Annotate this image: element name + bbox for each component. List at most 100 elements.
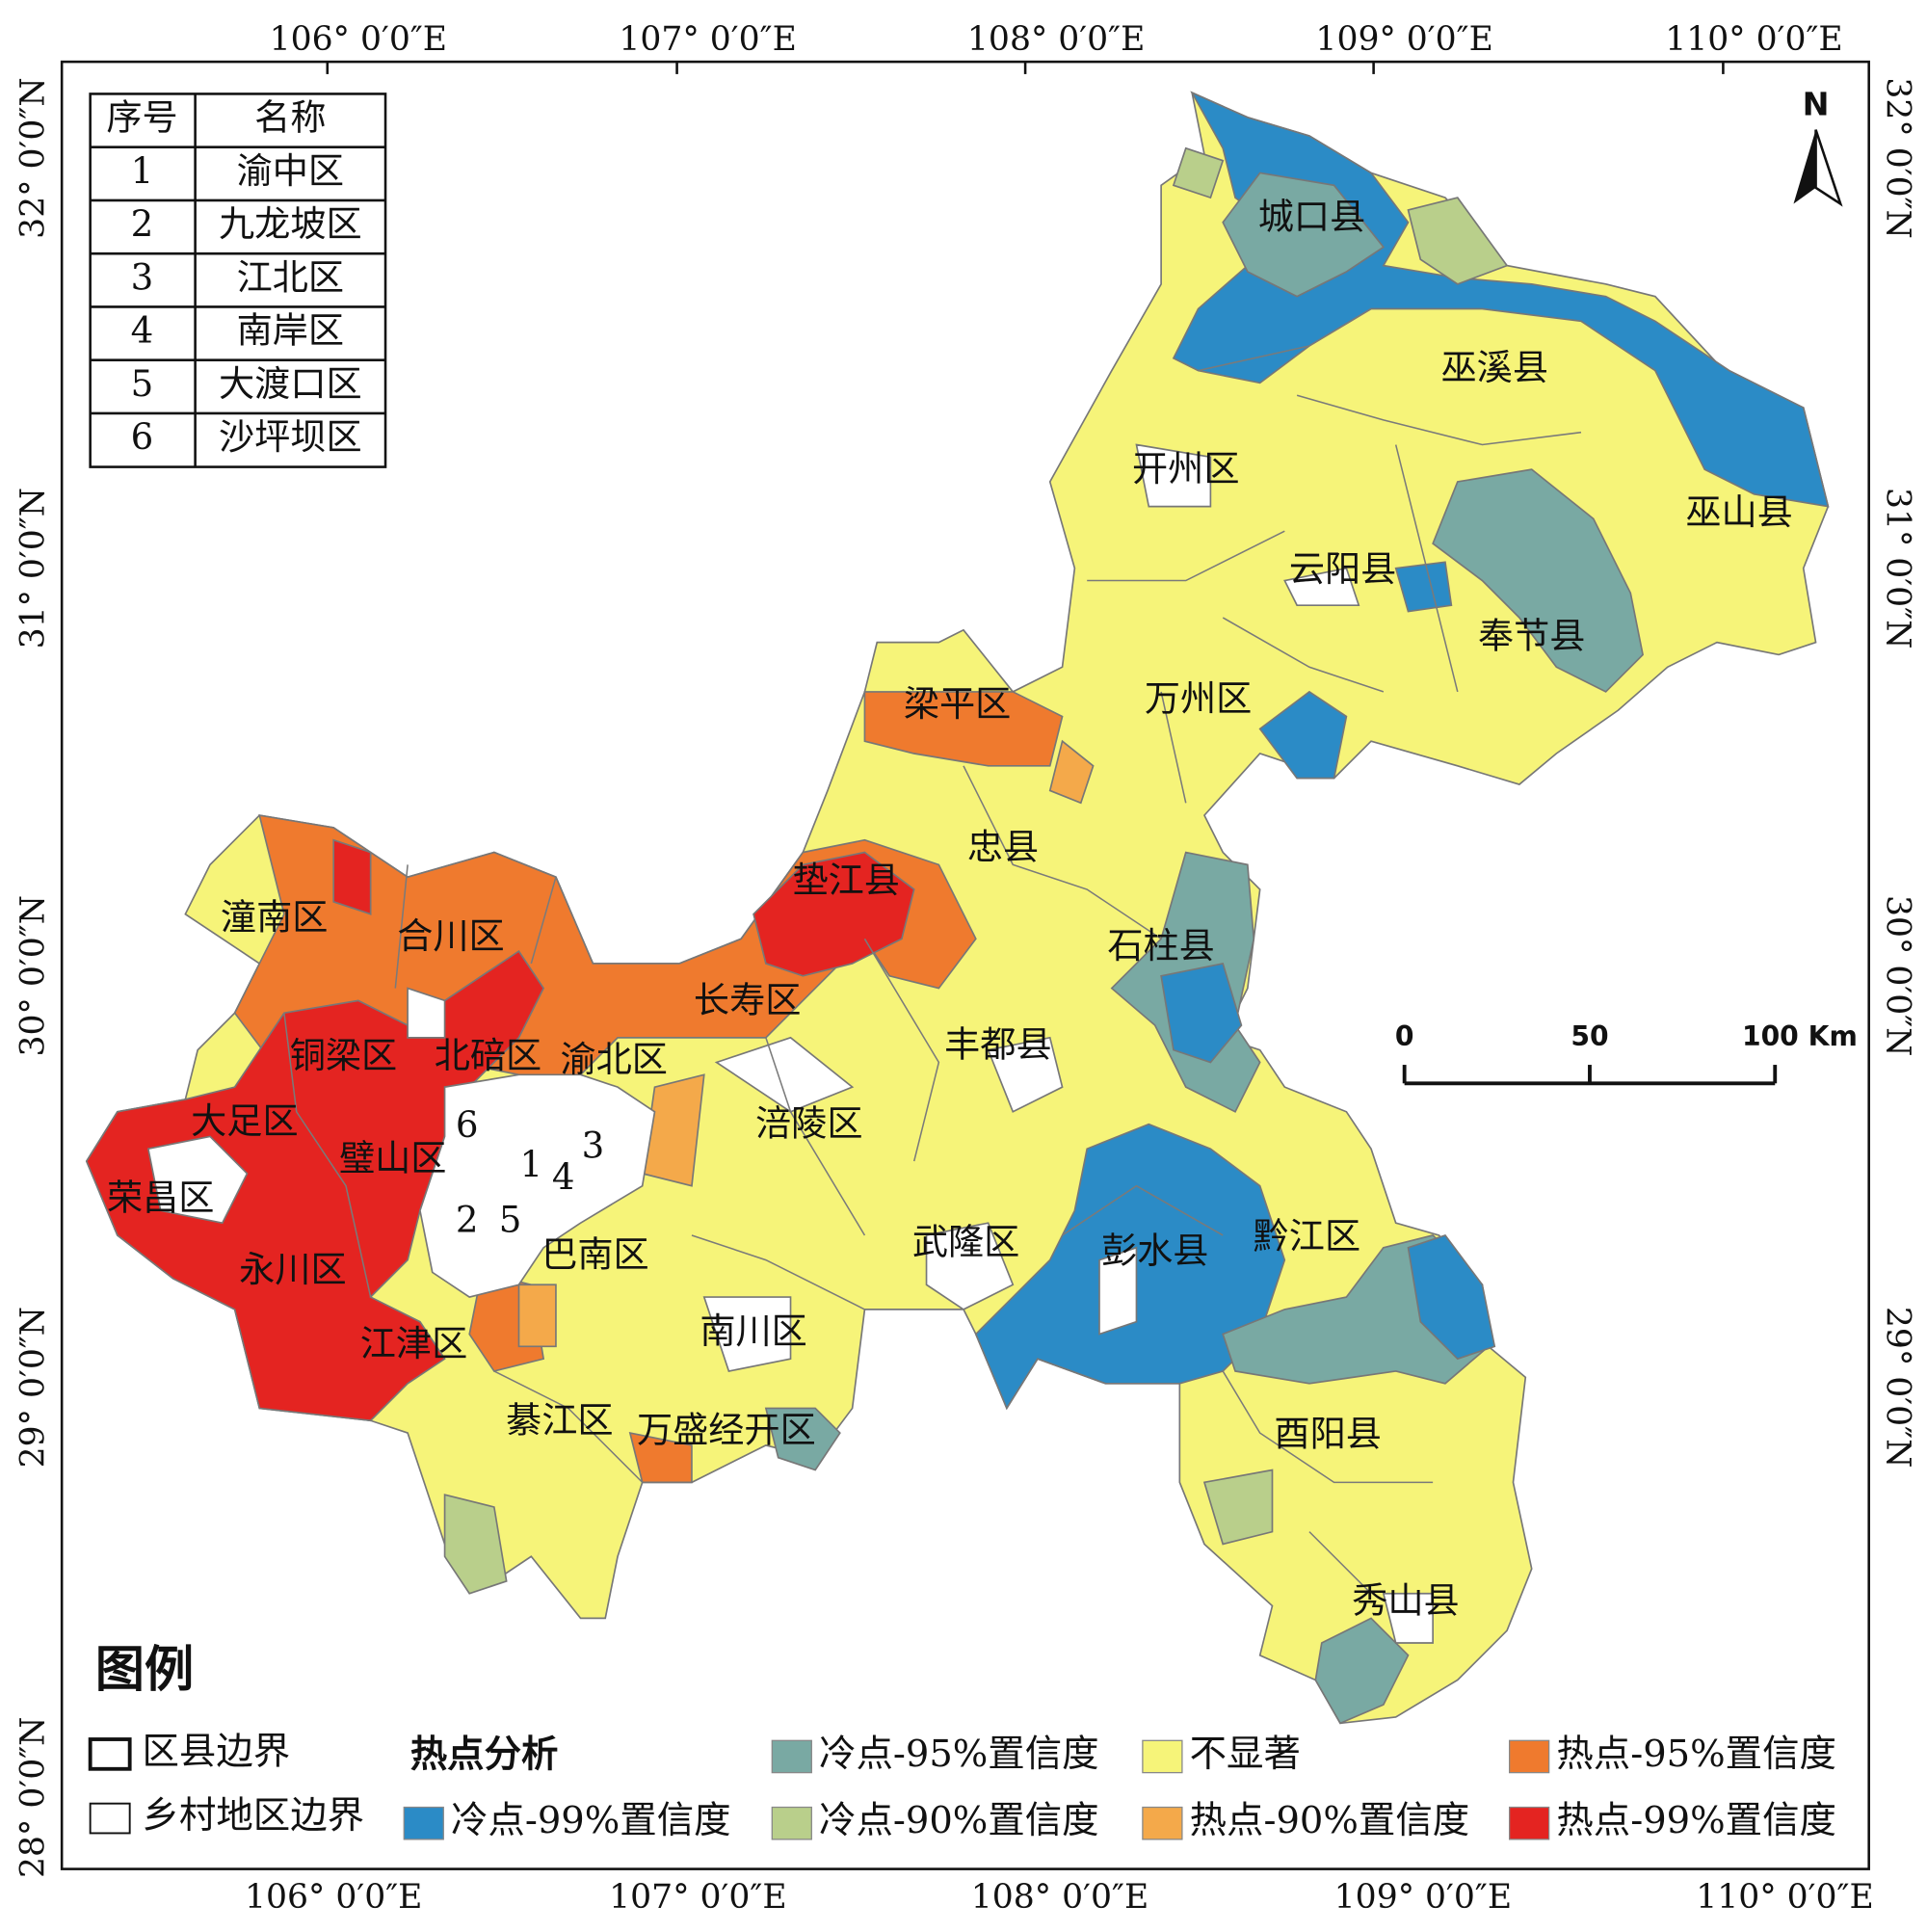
place-label: 荣昌区 (107, 1177, 214, 1219)
index-name: 南岸区 (237, 309, 344, 352)
latitude-label: 31° 0′0″N (1878, 488, 1916, 648)
place-label: 6 (456, 1103, 479, 1146)
place-label: 江津区 (360, 1322, 467, 1364)
place-label: 璧山区 (339, 1137, 446, 1179)
index-table (89, 93, 387, 468)
latitude-label: 30° 0′0″N (1878, 895, 1916, 1056)
index-number: 5 (131, 362, 154, 405)
legend-swatch (1508, 1806, 1550, 1840)
legend-swatch (771, 1806, 812, 1840)
longitude-label: 110° 0′0″E (1696, 1878, 1873, 1917)
place-label: 石柱县 (1107, 924, 1214, 966)
region-cold-90 (443, 146, 1509, 1595)
index-number: 6 (131, 415, 154, 458)
place-label: 开州区 (1132, 447, 1239, 490)
region-cold-99 (1160, 962, 1243, 1064)
latitude-label: 29° 0′0″N (1878, 1307, 1916, 1468)
legend-label: 热点-99%置信度 (1556, 1799, 1836, 1842)
analysis-title: 热点分析 (410, 1733, 559, 1776)
region-urban (146, 443, 1434, 1644)
boundary-swatch (88, 1737, 132, 1771)
place-label: 云阳县 (1289, 547, 1396, 590)
scale-label: 0 (1395, 1020, 1414, 1052)
longitude-label: 108° 0′0″E (967, 20, 1145, 59)
place-label: 铜梁区 (290, 1034, 397, 1076)
place-label: 巫山县 (1685, 490, 1792, 533)
index-header: 名称 (254, 96, 326, 139)
place-label: 忠县 (967, 825, 1039, 867)
latitude-label: 32° 0′0″N (13, 77, 52, 238)
place-label: 1 (519, 1143, 542, 1185)
scale-label: 100 Km (1742, 1020, 1858, 1052)
legend-swatch (1508, 1739, 1550, 1774)
map-frame (60, 60, 1870, 1870)
index-name: 九龙坡区 (219, 202, 362, 245)
longitude-label: 109° 0′0″E (1334, 1878, 1512, 1917)
legend-label: 热点-95%置信度 (1556, 1733, 1836, 1776)
scale-bar (1402, 1065, 1778, 1086)
place-label: 合川区 (397, 914, 504, 957)
place-label: 彭水县 (1101, 1230, 1208, 1272)
index-number: 1 (131, 149, 154, 192)
legend-label: 冷点-95%置信度 (819, 1733, 1099, 1776)
place-label: 大足区 (191, 1099, 298, 1142)
index-number: 2 (131, 202, 154, 245)
index-header: 序号 (106, 96, 177, 139)
longitude-label: 110° 0′0″E (1665, 20, 1842, 59)
place-label: 奉节县 (1478, 614, 1585, 656)
place-label: 万盛经开区 (637, 1409, 816, 1451)
county-boundaries (283, 307, 1582, 1595)
place-label: 巴南区 (541, 1233, 648, 1276)
north-arrow: N (1793, 86, 1843, 207)
place-label: 潼南区 (221, 896, 328, 939)
legend-label: 冷点-90%置信度 (819, 1799, 1099, 1842)
place-label: 秀山县 (1352, 1578, 1459, 1621)
latitude-label: 30° 0′0″N (13, 895, 52, 1056)
longitude-label: 106° 0′0″E (270, 20, 447, 59)
labels: 106° 0′0″E 107° 0′0″E 108° 0′0″E 109° 0′0″E… (13, 20, 1916, 1917)
index-name: 沙坪坝区 (219, 415, 362, 458)
place-label: 南川区 (700, 1310, 806, 1352)
longitude-label: 109° 0′0″E (1315, 20, 1492, 59)
place-label: 2 (456, 1199, 479, 1241)
legend-label: 热点-90%置信度 (1190, 1799, 1470, 1842)
index-name: 江北区 (237, 255, 344, 298)
legend-title: 图例 (95, 1641, 195, 1699)
place-label: 黔江区 (1254, 1214, 1360, 1257)
place-label: 渝北区 (560, 1038, 667, 1080)
boundary-swatch (89, 1802, 131, 1835)
index-name: 渝中区 (237, 149, 344, 192)
latitude-label: 31° 0′0″N (13, 488, 52, 648)
legend-label: 区县边界 (142, 1730, 290, 1773)
latitude-label: 29° 0′0″N (13, 1307, 52, 1468)
north-arrow-left (1793, 129, 1816, 204)
longitude-label: 106° 0′0″E (245, 1878, 422, 1917)
legend-label: 冷点-99%置信度 (451, 1799, 731, 1842)
legend-swatch (1142, 1739, 1183, 1774)
place-label: 梁平区 (904, 682, 1011, 725)
legend-swatch (1142, 1806, 1183, 1840)
place-label: 酉阳县 (1274, 1412, 1381, 1454)
scale-label: 50 (1571, 1020, 1608, 1052)
region-cold-99 (1258, 561, 1453, 780)
place-label: 5 (499, 1199, 522, 1241)
index-number: 4 (131, 309, 154, 352)
north-label: N (1803, 86, 1830, 123)
table-frame (89, 93, 387, 468)
place-label: 永川区 (239, 1248, 346, 1290)
region-cold-99 (1407, 1233, 1496, 1361)
place-label: 3 (582, 1125, 605, 1167)
north-arrow-right (1814, 129, 1843, 207)
longitude-label: 107° 0′0″E (609, 1878, 786, 1917)
longitude-label: 108° 0′0″E (971, 1878, 1148, 1917)
latitude-label: 28° 0′0″N (13, 1717, 52, 1878)
place-label: 涪陵区 (755, 1102, 862, 1145)
place-label: 巫溪县 (1441, 346, 1548, 388)
place-label: 武隆区 (912, 1221, 1019, 1263)
regions (85, 91, 1830, 1725)
legend-label: 不显著 (1190, 1733, 1301, 1776)
place-label: 万州区 (1145, 677, 1252, 720)
region-cold-95 (1222, 172, 1644, 693)
place-label: 垫江县 (792, 859, 899, 901)
